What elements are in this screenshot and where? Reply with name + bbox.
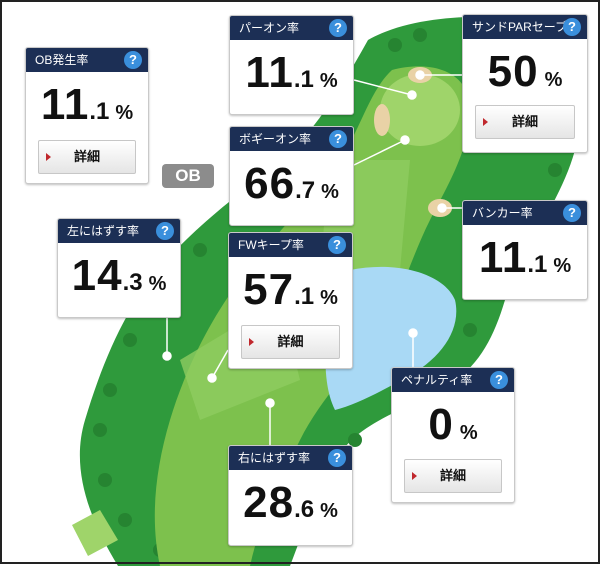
stat-value: 28.6% <box>229 478 352 528</box>
value-unit: % <box>115 102 134 124</box>
card-title: バンカー率 <box>472 206 533 220</box>
card-title: ボギーオン率 <box>239 132 312 146</box>
detail-button[interactable]: 詳細 <box>241 325 340 359</box>
help-icon[interactable]: ? <box>329 130 347 148</box>
help-icon[interactable]: ? <box>490 371 508 389</box>
value-unit: % <box>148 273 167 295</box>
card-title: 右にはずす率 <box>238 451 311 465</box>
value-decimal: .7 <box>295 177 316 204</box>
value-unit: % <box>459 422 478 444</box>
help-icon[interactable]: ? <box>328 236 346 254</box>
card-header: FWキープ率? <box>229 233 352 257</box>
value-unit: % <box>320 287 338 309</box>
bunker-left <box>374 104 390 136</box>
detail-button-label: 詳細 <box>277 334 304 349</box>
stat-value: 14.3% <box>58 251 180 301</box>
help-icon[interactable]: ? <box>329 19 347 37</box>
help-icon[interactable]: ? <box>124 51 142 69</box>
value-integer: 11 <box>245 48 294 97</box>
card-header: OB発生率? <box>26 48 148 72</box>
value-decimal: .3 <box>122 269 143 296</box>
detail-button[interactable]: 詳細 <box>404 459 502 493</box>
help-icon[interactable]: ? <box>563 204 581 222</box>
card-title: パーオン率 <box>239 21 300 35</box>
penalty-rate-card: ペナルティ率? 0% 詳細 <box>391 367 515 503</box>
stat-value: 11.1% <box>26 80 148 130</box>
value-decimal: .1 <box>294 283 315 310</box>
card-title: ペナルティ率 <box>401 373 473 387</box>
value-integer: 66 <box>244 159 296 208</box>
ob-marker: OB <box>162 164 214 188</box>
miss-right-rate-card: 右にはずす率? 28.6% <box>228 445 353 546</box>
detail-button[interactable]: 詳細 <box>475 105 575 139</box>
stat-value: 11.1% <box>230 48 353 98</box>
value-integer: 50 <box>487 47 539 96</box>
stat-value: 0% <box>392 400 514 450</box>
help-icon[interactable]: ? <box>156 222 174 240</box>
detail-button[interactable]: 詳細 <box>38 140 136 174</box>
card-title: サンドPARセーブ率 <box>472 20 580 34</box>
value-unit: % <box>553 255 572 277</box>
connector-lines <box>149 70 462 445</box>
bunker-rate-card: バンカー率? 11.1% <box>462 200 588 300</box>
arrow-right-icon <box>483 118 488 126</box>
card-header: ボギーオン率? <box>230 127 353 151</box>
stat-value: 11.1% <box>463 233 587 283</box>
value-decimal: .6 <box>294 496 315 523</box>
card-header: パーオン率? <box>230 16 353 40</box>
arrow-right-icon <box>412 472 417 480</box>
value-integer: 11 <box>40 80 90 129</box>
stat-value: 66.7% <box>230 159 353 209</box>
value-decimal: .1 <box>89 98 110 125</box>
help-icon[interactable]: ? <box>563 18 581 36</box>
value-integer: 11 <box>478 233 528 282</box>
bogey-on-rate-card: ボギーオン率? 66.7% <box>229 126 354 226</box>
card-header: サンドPARセーブ率? <box>463 15 587 39</box>
value-integer: 57 <box>243 265 295 314</box>
ob-rate-card: OB発生率? 11.1% 詳細 <box>25 47 149 184</box>
value-integer: 14 <box>71 251 123 300</box>
card-header: 左にはずす率? <box>58 219 180 243</box>
water-hazard <box>325 266 457 410</box>
value-decimal: .1 <box>293 66 314 93</box>
par-on-rate-card: パーオン率? 11.1% <box>229 15 354 115</box>
detail-button-label: 詳細 <box>73 149 100 164</box>
value-integer: 28 <box>243 478 295 527</box>
fw-keep-rate-card: FWキープ率? 57.1% 詳細 <box>228 232 353 369</box>
card-title: 左にはずす率 <box>67 224 140 238</box>
detail-button-label: 詳細 <box>439 468 466 483</box>
miss-left-rate-card: 左にはずす率? 14.3% <box>57 218 181 318</box>
value-decimal: .1 <box>527 251 548 278</box>
tee-box <box>72 510 118 556</box>
value-integer: 0 <box>428 400 454 449</box>
stat-value: 57.1% <box>229 265 352 315</box>
stat-value: 50% <box>463 47 587 97</box>
card-title: OB発生率 <box>35 53 89 67</box>
arrow-right-icon <box>249 338 254 346</box>
value-unit: % <box>320 500 338 522</box>
value-unit: % <box>544 69 563 91</box>
card-header: バンカー率? <box>463 201 587 225</box>
value-unit: % <box>319 70 338 92</box>
detail-button-label: 詳細 <box>511 114 538 129</box>
sand-save-rate-card: サンドPARセーブ率? 50% 詳細 <box>462 14 588 153</box>
help-icon[interactable]: ? <box>328 449 346 467</box>
card-header: 右にはずす率? <box>229 446 352 470</box>
card-header: ペナルティ率? <box>392 368 514 392</box>
arrow-right-icon <box>46 153 51 161</box>
value-unit: % <box>321 181 339 203</box>
card-title: FWキープ率 <box>238 238 304 252</box>
